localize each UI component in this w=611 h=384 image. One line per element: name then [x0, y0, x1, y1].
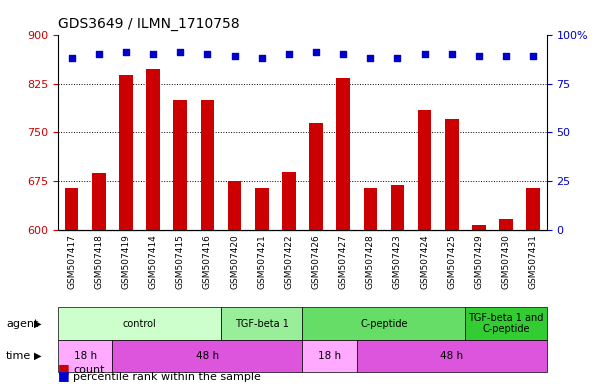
Text: GSM507421: GSM507421: [257, 234, 266, 289]
Text: GSM507429: GSM507429: [475, 234, 483, 289]
Text: GSM507416: GSM507416: [203, 234, 212, 289]
Text: GSM507426: GSM507426: [312, 234, 321, 289]
Text: TGF-beta 1 and
C-peptide: TGF-beta 1 and C-peptide: [469, 313, 544, 334]
Point: [338, 51, 348, 57]
Text: percentile rank within the sample: percentile rank within the sample: [73, 372, 261, 382]
Bar: [92, 173, 106, 384]
Text: control: control: [123, 318, 156, 329]
Text: GSM507415: GSM507415: [176, 234, 185, 289]
Bar: [200, 100, 214, 384]
Bar: [302, 307, 466, 340]
Text: GSM507428: GSM507428: [366, 234, 375, 289]
Point: [257, 55, 266, 61]
Text: C-peptide: C-peptide: [360, 318, 408, 329]
Text: ▶: ▶: [34, 351, 41, 361]
Bar: [390, 185, 404, 384]
Text: GSM507418: GSM507418: [94, 234, 103, 289]
Text: GSM507414: GSM507414: [148, 234, 158, 289]
Point: [230, 53, 240, 59]
Bar: [58, 340, 112, 372]
Text: GSM507417: GSM507417: [67, 234, 76, 289]
Bar: [112, 340, 302, 372]
Bar: [119, 75, 133, 384]
Point: [284, 51, 294, 57]
Text: 18 h: 18 h: [318, 351, 341, 361]
Bar: [302, 340, 357, 372]
Text: TGF-beta 1: TGF-beta 1: [235, 318, 288, 329]
Text: GSM507419: GSM507419: [122, 234, 130, 289]
Bar: [58, 307, 221, 340]
Text: ■: ■: [58, 362, 74, 375]
Bar: [445, 119, 459, 384]
Point: [529, 53, 538, 59]
Point: [202, 51, 212, 57]
Bar: [499, 218, 513, 384]
Text: count: count: [73, 365, 105, 375]
Text: ▶: ▶: [34, 318, 41, 329]
Bar: [337, 78, 350, 384]
Point: [474, 53, 484, 59]
Bar: [221, 307, 302, 340]
Text: GSM507425: GSM507425: [447, 234, 456, 289]
Bar: [472, 225, 486, 384]
Point: [121, 49, 131, 55]
Point: [365, 55, 375, 61]
Point: [420, 51, 430, 57]
Point: [447, 51, 456, 57]
Bar: [282, 172, 296, 384]
Text: agent: agent: [6, 318, 38, 329]
Text: GSM507420: GSM507420: [230, 234, 239, 289]
Point: [94, 51, 104, 57]
Bar: [418, 110, 431, 384]
Bar: [364, 188, 377, 384]
Point: [501, 53, 511, 59]
Point: [148, 51, 158, 57]
Text: GSM507427: GSM507427: [338, 234, 348, 289]
Bar: [174, 100, 187, 384]
Bar: [466, 307, 547, 340]
Text: GSM507424: GSM507424: [420, 234, 429, 289]
Bar: [357, 340, 547, 372]
Text: GSM507431: GSM507431: [529, 234, 538, 289]
Bar: [228, 182, 241, 384]
Point: [393, 55, 403, 61]
Text: time: time: [6, 351, 31, 361]
Point: [311, 49, 321, 55]
Text: 48 h: 48 h: [441, 351, 463, 361]
Text: GSM507423: GSM507423: [393, 234, 402, 289]
Bar: [309, 123, 323, 384]
Text: GDS3649 / ILMN_1710758: GDS3649 / ILMN_1710758: [58, 17, 240, 31]
Bar: [65, 188, 78, 384]
Point: [67, 55, 76, 61]
Bar: [255, 188, 268, 384]
Bar: [146, 68, 160, 384]
Text: 48 h: 48 h: [196, 351, 219, 361]
Bar: [527, 188, 540, 384]
Text: GSM507430: GSM507430: [502, 234, 511, 289]
Text: 18 h: 18 h: [74, 351, 97, 361]
Text: ■: ■: [58, 369, 74, 382]
Text: GSM507422: GSM507422: [284, 234, 293, 289]
Point: [175, 49, 185, 55]
